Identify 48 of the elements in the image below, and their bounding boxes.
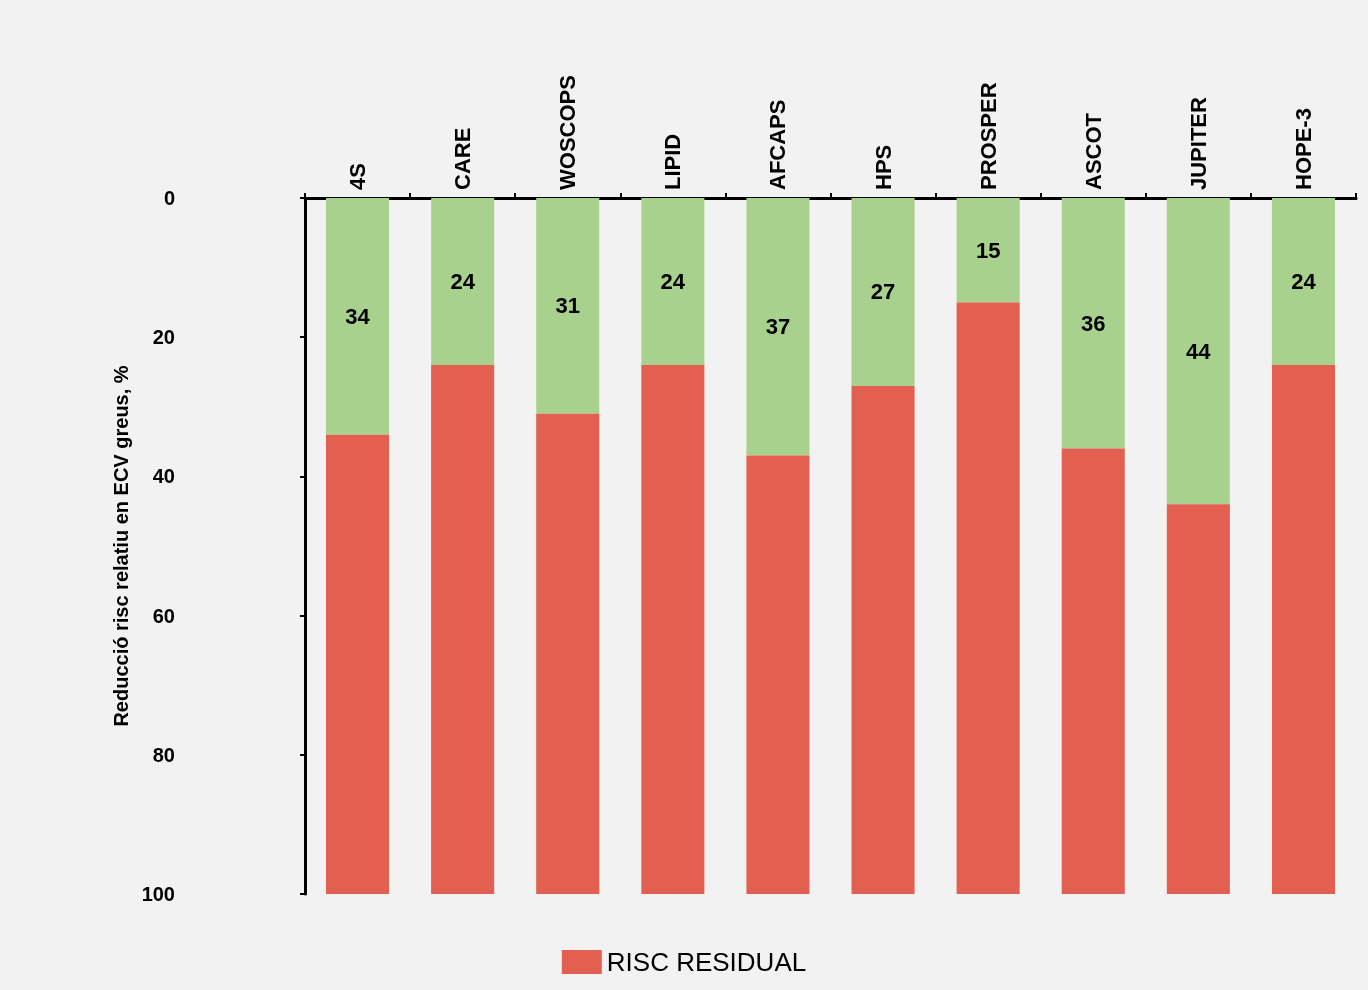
data-label: 15	[975, 237, 1001, 263]
bar	[746, 198, 810, 456]
y-tick-label: 60	[152, 604, 175, 627]
bar	[1271, 198, 1335, 366]
bar	[851, 385, 915, 894]
data-label: 44	[1186, 338, 1212, 364]
x-tick-label: 4S	[345, 163, 371, 190]
bar	[1061, 198, 1125, 449]
data-label: 37	[765, 314, 791, 340]
data-label: 24	[450, 269, 476, 295]
data-label: 36	[1081, 310, 1106, 336]
data-label: 34	[345, 303, 371, 329]
data-label: 24	[1291, 269, 1317, 295]
y-tick-label: 0	[163, 187, 175, 209]
data-label: 24	[660, 269, 686, 295]
y-tick-label: 40	[152, 465, 175, 488]
x-tick-label: WOSCOPS	[555, 75, 581, 190]
bar	[1271, 365, 1335, 894]
x-tick-label: HPS	[870, 144, 896, 190]
x-tick-label: JUPITER	[1185, 96, 1211, 190]
data-label: 31	[555, 293, 580, 319]
bar	[326, 198, 390, 435]
bar	[326, 434, 390, 894]
bar	[746, 455, 810, 894]
legend-label: RISC RESIDUAL	[606, 947, 807, 977]
x-tick-label: AFCAPS	[765, 99, 791, 190]
y-tick-label: 80	[152, 743, 175, 766]
bar	[536, 198, 600, 414]
x-tick-label: HOPE-3	[1290, 108, 1316, 190]
y-tick-label: 20	[152, 326, 175, 349]
x-tick-label: CARE	[450, 127, 476, 190]
bar	[956, 198, 1020, 303]
bar	[641, 198, 705, 366]
x-tick-label: PROSPER	[975, 82, 1001, 190]
data-label: 27	[870, 279, 896, 305]
bar	[431, 365, 495, 894]
y-axis-title: Reducció risc relatiu en ECV greus, %	[109, 365, 132, 727]
bar	[431, 198, 495, 366]
bar	[1061, 448, 1125, 894]
bar	[641, 365, 705, 894]
bar	[956, 302, 1020, 894]
bar	[1166, 198, 1230, 505]
bar	[536, 413, 600, 894]
bar	[1166, 504, 1230, 894]
y-tick-label: 100	[141, 883, 175, 905]
x-tick-label: LIPID	[660, 133, 686, 190]
bar	[851, 198, 915, 386]
x-tick-label: ASCOT	[1080, 112, 1106, 190]
